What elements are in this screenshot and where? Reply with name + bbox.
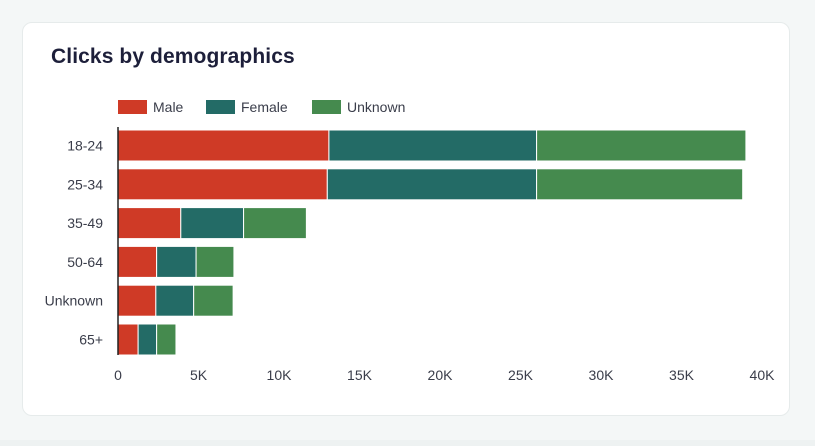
- bar-female-18-24: [328, 129, 538, 162]
- bar-female-50-64: [156, 245, 197, 278]
- bar-male-unknown: [117, 284, 157, 317]
- bar-female-65-: [137, 323, 158, 356]
- bar-unknown-50-64: [195, 245, 235, 278]
- category-label: 50-64: [67, 254, 103, 270]
- bar-male-65-: [117, 323, 139, 356]
- x-tick-label: 35K: [669, 367, 695, 383]
- x-tick-label: 20K: [428, 367, 454, 383]
- category-label: 35-49: [67, 215, 103, 231]
- legend-swatch-male: [118, 100, 147, 114]
- x-tick-label: 25K: [508, 367, 534, 383]
- x-tick-label: 40K: [750, 367, 776, 383]
- category-label: 65+: [79, 332, 103, 348]
- bar-female-unknown: [155, 284, 195, 317]
- bar-female-35-49: [180, 207, 245, 240]
- bar-female-25-34: [326, 168, 538, 201]
- bar-unknown-18-24: [536, 129, 747, 162]
- x-axis-ticks: 0 5K 10K 15K 20K 25K 30K 35K 40K: [114, 367, 775, 383]
- legend-label-male: Male: [153, 99, 184, 115]
- x-tick-label: 30K: [589, 367, 615, 383]
- legend-swatch-female: [206, 100, 235, 114]
- chart-legend: Male Female Unknown: [118, 99, 405, 115]
- category-label: Unknown: [45, 293, 103, 309]
- bar-unknown-35-49: [243, 207, 307, 240]
- category-label: 18-24: [67, 138, 103, 154]
- bar-male-35-49: [117, 207, 182, 240]
- legend-swatch-unknown: [312, 100, 341, 114]
- bar-male-25-34: [117, 168, 328, 201]
- category-label: 25-34: [67, 176, 103, 192]
- card-title: Clicks by demographics: [51, 45, 295, 68]
- page-bottom-strip: [0, 440, 815, 446]
- x-tick-label: 10K: [267, 367, 293, 383]
- x-tick-label: 15K: [347, 367, 373, 383]
- legend-label-female: Female: [241, 99, 288, 115]
- bar-male-50-64: [117, 245, 158, 278]
- x-tick-label: 5K: [190, 367, 208, 383]
- bar-unknown-unknown: [193, 284, 234, 317]
- legend-label-unknown: Unknown: [347, 99, 405, 115]
- bar-unknown-25-34: [536, 168, 744, 201]
- bar-male-18-24: [117, 129, 330, 162]
- bar-unknown-65-: [156, 323, 177, 356]
- bars-group: 18-24 25-34 35-49 50-64 Unknown 65+: [45, 129, 747, 356]
- x-tick-label: 0: [114, 367, 122, 383]
